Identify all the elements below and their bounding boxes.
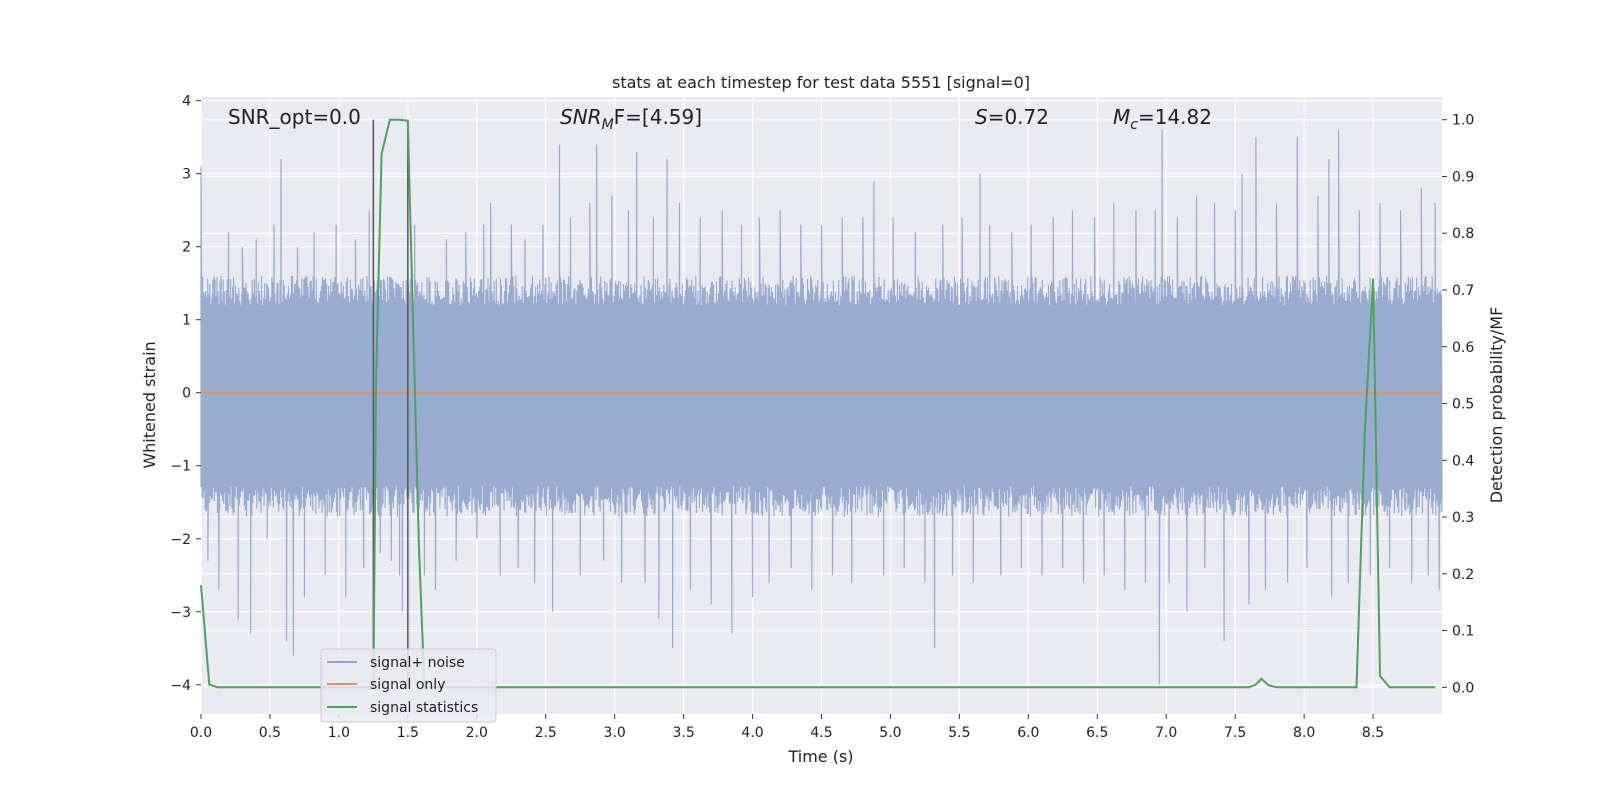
y-left-tick-label: 4 — [182, 94, 191, 110]
s-rest: =0.72 — [988, 105, 1049, 129]
legend-box — [320, 648, 497, 723]
mc-main: M — [1113, 105, 1130, 129]
signal-noise-line — [200, 129, 1443, 685]
y-right-tick-label: 0.5 — [1452, 397, 1474, 413]
x-tick-label: 4.0 — [741, 725, 763, 741]
x-tick-label: 8.5 — [1362, 725, 1384, 741]
s-main: S — [975, 105, 988, 129]
mc-sub: c — [1130, 117, 1138, 133]
x-ticks: 0.0 0.5 1.0 1.5 2.0 2.5 3.0 3.5 4.0 4.5 5.0 5.5 6.0 6… — [190, 714, 1384, 741]
x-tick-label: 1.5 — [397, 725, 419, 741]
y-right-tick-label: 0.1 — [1452, 624, 1474, 640]
y-right-tick-label: 0.9 — [1452, 169, 1474, 185]
y-ticks-right: 1.0 0.9 0.8 0.7 0.6 0.5 0.4 0.3 0.2 0.1 0.0 — [1442, 113, 1474, 696]
y-right-tick-label: 0.8 — [1452, 226, 1474, 242]
x-tick-label: 3.0 — [604, 725, 626, 741]
y-right-tick-label: 0.2 — [1452, 567, 1474, 583]
x-tick-label: 6.0 — [1017, 725, 1039, 741]
y-left-tick-label: −4 — [170, 678, 191, 694]
y-axis-label-left: Whitened strain — [140, 341, 159, 468]
y-left-tick-label: −2 — [170, 532, 191, 548]
series-signal-noise — [200, 129, 1443, 685]
y-ticks-left: 4 3 2 1 0 −1 −2 −3 −4 — [170, 94, 201, 694]
x-axis-label: Time (s) — [787, 747, 853, 766]
legend-label-signal-noise: signal+ noise — [370, 655, 465, 671]
snr-mf-rest: F=[4.59] — [614, 105, 702, 129]
x-tick-label: 6.5 — [1086, 725, 1108, 741]
y-right-tick-label: 0.0 — [1452, 680, 1474, 696]
y-left-tick-label: −3 — [170, 605, 191, 621]
x-tick-label: 2.5 — [535, 725, 557, 741]
x-tick-label: 0.0 — [190, 725, 212, 741]
x-tick-label: 7.0 — [1155, 725, 1177, 741]
x-tick-label: 3.5 — [672, 725, 694, 741]
y-left-tick-label: −1 — [170, 459, 191, 475]
y-right-tick-label: 0.4 — [1452, 453, 1474, 469]
annotation-snr-opt: SNR_opt=0.0 — [228, 105, 361, 129]
y-left-tick-label: 1 — [182, 313, 191, 329]
legend-label-signal-statistics: signal statistics — [370, 700, 478, 716]
snr-mf-sub: M — [602, 117, 614, 133]
x-tick-label: 4.5 — [810, 725, 832, 741]
legend: signal+ noise signal only signal statist… — [320, 648, 497, 723]
annotation-mc: Mc=14.82 — [1113, 105, 1212, 133]
y-left-tick-label: 0 — [182, 386, 191, 402]
x-tick-label: 0.5 — [259, 725, 281, 741]
legend-label-signal-only: signal only — [370, 677, 445, 693]
annotation-snr-mf: SNRMF=[4.59] — [560, 105, 702, 133]
snr-mf-main: SNR — [560, 105, 602, 129]
y-right-tick-label: 1.0 — [1452, 113, 1474, 129]
x-tick-label: 2.0 — [466, 725, 488, 741]
chart-title: stats at each timestep for test data 555… — [612, 73, 1030, 92]
mc-rest: =14.82 — [1138, 105, 1212, 129]
x-tick-label: 5.0 — [879, 725, 901, 741]
y-left-tick-label: 3 — [182, 167, 191, 183]
y-axis-label-right: Detection probability/MF — [1487, 307, 1506, 504]
x-tick-label: 8.0 — [1293, 725, 1315, 741]
y-right-tick-label: 0.6 — [1452, 340, 1474, 356]
x-tick-label: 7.5 — [1224, 725, 1246, 741]
y-right-tick-label: 0.3 — [1452, 510, 1474, 526]
annotation-s: S=0.72 — [975, 105, 1049, 129]
x-tick-label: 5.5 — [948, 725, 970, 741]
y-right-tick-label: 0.7 — [1452, 283, 1474, 299]
y-left-tick-label: 2 — [182, 240, 191, 256]
x-tick-label: 1.0 — [328, 725, 350, 741]
